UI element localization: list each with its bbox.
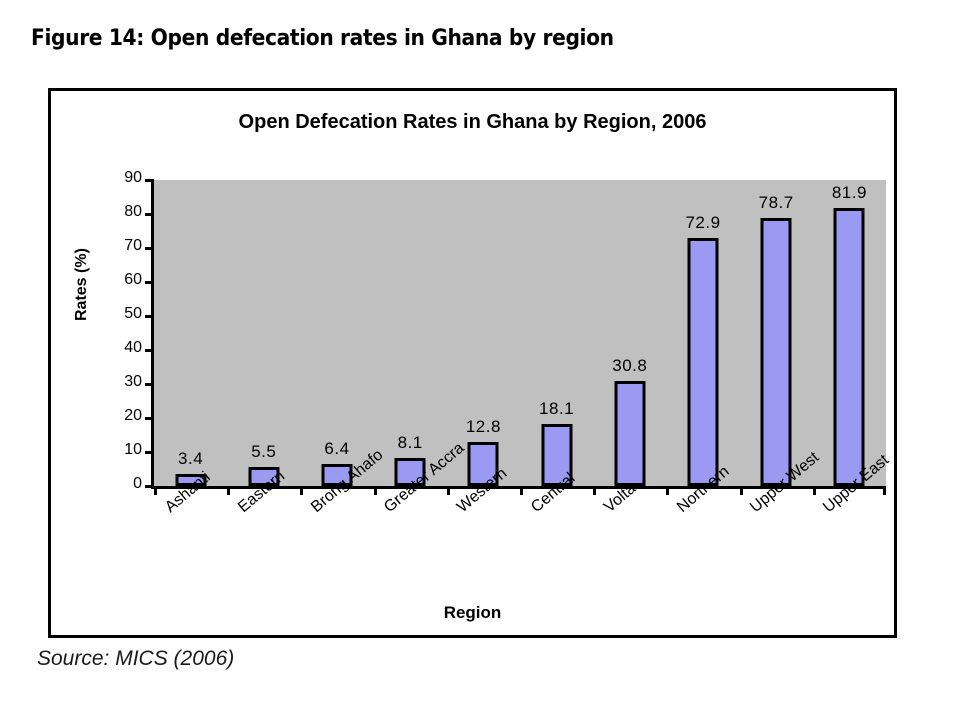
- y-axis-tick-label: 60: [124, 271, 142, 288]
- bar-slot: 72.9: [666, 180, 739, 486]
- bar-slot: 12.8: [447, 180, 520, 486]
- source-note: Source: MICS (2006): [37, 647, 235, 670]
- bar-value-label: 72.9: [685, 213, 721, 233]
- bar-slot: 30.8: [593, 180, 666, 486]
- y-axis-title: Rates (%): [73, 248, 90, 321]
- bar-value-label: 78.7: [758, 193, 794, 213]
- x-axis-title: Region: [443, 603, 502, 622]
- x-axis-tick-mark: [227, 486, 231, 495]
- bar-slot: 6.4: [300, 180, 373, 486]
- y-axis-tick-label: 80: [124, 203, 142, 220]
- plot-area: 90 80 70 60 50 40 30 20 10 0 3.4 5.5 6.4 8.1 12.8 18.1…: [124, 169, 886, 495]
- y-axis-tick-label: 70: [124, 237, 142, 254]
- y-axis-tick-label: 20: [124, 407, 142, 424]
- figure-caption: Figure 14: Open defecation rates in Ghan…: [31, 26, 614, 51]
- bar[interactable]: [467, 442, 499, 486]
- y-axis-tick-label: 0: [133, 475, 142, 492]
- chart-frame: Open Defecation Rates in Ghana by Region…: [48, 88, 897, 638]
- bar[interactable]: [248, 467, 280, 486]
- y-axis-tick-mark: [145, 280, 154, 284]
- y-axis-tick-mark: [145, 382, 154, 386]
- bar[interactable]: [614, 381, 646, 486]
- bar[interactable]: [541, 424, 573, 486]
- bar-slot: 78.7: [740, 180, 813, 486]
- y-axis-tick-mark: [145, 212, 154, 216]
- bar-value-label: 6.4: [324, 439, 350, 459]
- bar[interactable]: [175, 474, 207, 486]
- bar-slot: 81.9: [813, 180, 886, 486]
- x-axis-tick-mark: [883, 486, 886, 495]
- y-axis-tick-mark: [145, 178, 154, 182]
- x-axis-tick-mark: [593, 486, 597, 495]
- bar[interactable]: [394, 458, 426, 486]
- y-axis-tick-label: 90: [124, 169, 142, 186]
- y-axis-tick-mark: [145, 348, 154, 352]
- x-axis-tick-mark: [739, 486, 743, 495]
- y-axis-tick-label: 50: [124, 305, 142, 322]
- y-axis-tick-mark: [145, 314, 154, 318]
- bar[interactable]: [321, 464, 353, 486]
- bar-value-label: 81.9: [831, 182, 867, 202]
- y-axis-tick-mark: [145, 246, 154, 250]
- bar[interactable]: [760, 218, 792, 486]
- y-axis-tick-label: 10: [124, 441, 142, 458]
- y-axis-tick-label: 30: [124, 373, 142, 390]
- bar-value-label: 12.8: [465, 417, 501, 437]
- bar-slot: 18.1: [520, 180, 593, 486]
- bar[interactable]: [687, 238, 719, 486]
- bar-value-label: 18.1: [539, 399, 575, 419]
- y-axis-tick-label: 40: [124, 339, 142, 356]
- x-axis-tick-mark: [300, 486, 304, 495]
- bar[interactable]: [833, 207, 865, 486]
- bar-slot: 3.4: [154, 180, 227, 486]
- x-axis-tick-mark: [446, 486, 450, 495]
- chart-title: Open Defecation Rates in Ghana by Region…: [238, 111, 707, 133]
- x-axis-tick-mark: [520, 486, 523, 495]
- y-axis-tick-mark: [145, 416, 154, 420]
- bar-value-label: 8.1: [397, 433, 423, 453]
- x-axis-tick-mark: [812, 486, 816, 495]
- bar-slot: 8.1: [374, 180, 447, 486]
- x-axis-tick-mark: [666, 486, 670, 495]
- bar-value-label: 5.5: [251, 442, 277, 462]
- bar-value-label: 30.8: [612, 356, 648, 376]
- y-axis-tick-mark: [145, 450, 154, 454]
- x-axis-tick-mark: [373, 486, 377, 495]
- x-axis-tick-mark: [154, 486, 157, 495]
- bar-value-label: 3.4: [178, 449, 204, 469]
- bar-slot: 5.5: [227, 180, 300, 486]
- y-axis-tick-mark: [145, 484, 154, 488]
